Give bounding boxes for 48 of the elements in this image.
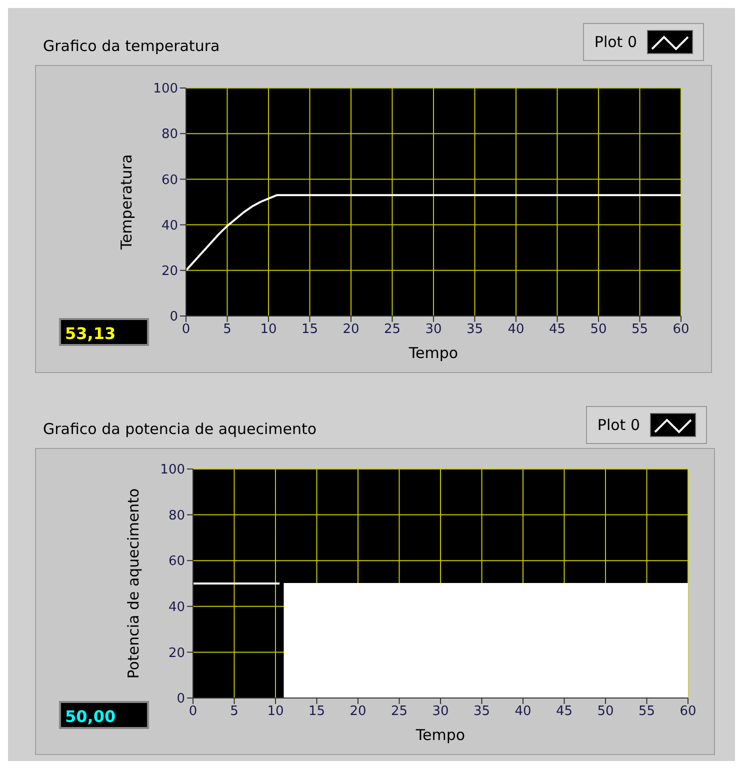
x-tick-label: 35 (466, 322, 484, 338)
x-axis-title: Tempo (408, 344, 458, 362)
x-tick-label: 5 (223, 322, 232, 338)
x-tick-label: 15 (301, 322, 318, 338)
legend-label: Plot 0 (594, 33, 637, 51)
x-tick-label: 25 (390, 704, 408, 720)
chart-title: Grafico da potencia de aquecimento (43, 420, 317, 438)
x-tick-label: 10 (267, 704, 284, 720)
y-tick-label: 0 (176, 692, 185, 707)
x-tick-label: 35 (473, 704, 490, 720)
y-tick-label: 100 (153, 82, 178, 97)
x-tick-label: 0 (188, 704, 198, 720)
y-axis-title: Potencia de aquecimento (124, 488, 142, 679)
x-tick-label: 40 (508, 322, 524, 338)
x-tick-label: 50 (597, 704, 614, 720)
x-tick-label: 40 (514, 704, 532, 720)
y-axis-title: Temperatura (117, 154, 136, 251)
x-tick-label: 60 (672, 322, 690, 338)
y-tick-label: 80 (161, 127, 178, 142)
x-tick-label: 25 (384, 322, 401, 338)
x-tick-label: 10 (260, 322, 277, 338)
y-tick-label: 20 (161, 264, 178, 280)
x-tick-label: 55 (638, 704, 656, 720)
y-tick-label: 0 (170, 310, 178, 325)
x-tick-label: 60 (680, 704, 696, 720)
x-tick-label: 20 (350, 704, 366, 720)
line-series (186, 194, 681, 272)
x-tick-label: 5 (230, 704, 238, 720)
y-tick-label: 60 (168, 554, 185, 570)
y-tick-label: 60 (161, 172, 178, 188)
y-tick-label: 40 (161, 218, 178, 234)
x-axis-title: Tempo (414, 726, 466, 744)
legend-label: Plot 0 (597, 416, 640, 434)
y-tick-label: 100 (160, 462, 185, 478)
x-tick-label: 30 (432, 704, 449, 720)
x-tick-label: 30 (425, 322, 442, 338)
y-tick-label: 40 (168, 600, 185, 616)
x-tick-label: 55 (631, 322, 648, 338)
x-tick-label: 45 (548, 322, 566, 338)
text: 53,13 (59, 318, 149, 346)
y-tick-label: 80 (168, 508, 185, 524)
text: 50,00 (59, 701, 149, 729)
x-tick-label: 20 (342, 322, 360, 338)
x-tick-label: 15 (308, 704, 326, 720)
chart-title: Grafico da temperatura (43, 37, 220, 55)
y-tick-label: 20 (168, 646, 185, 661)
x-tick-label: 45 (556, 704, 573, 720)
x-tick-label: 50 (590, 322, 607, 338)
